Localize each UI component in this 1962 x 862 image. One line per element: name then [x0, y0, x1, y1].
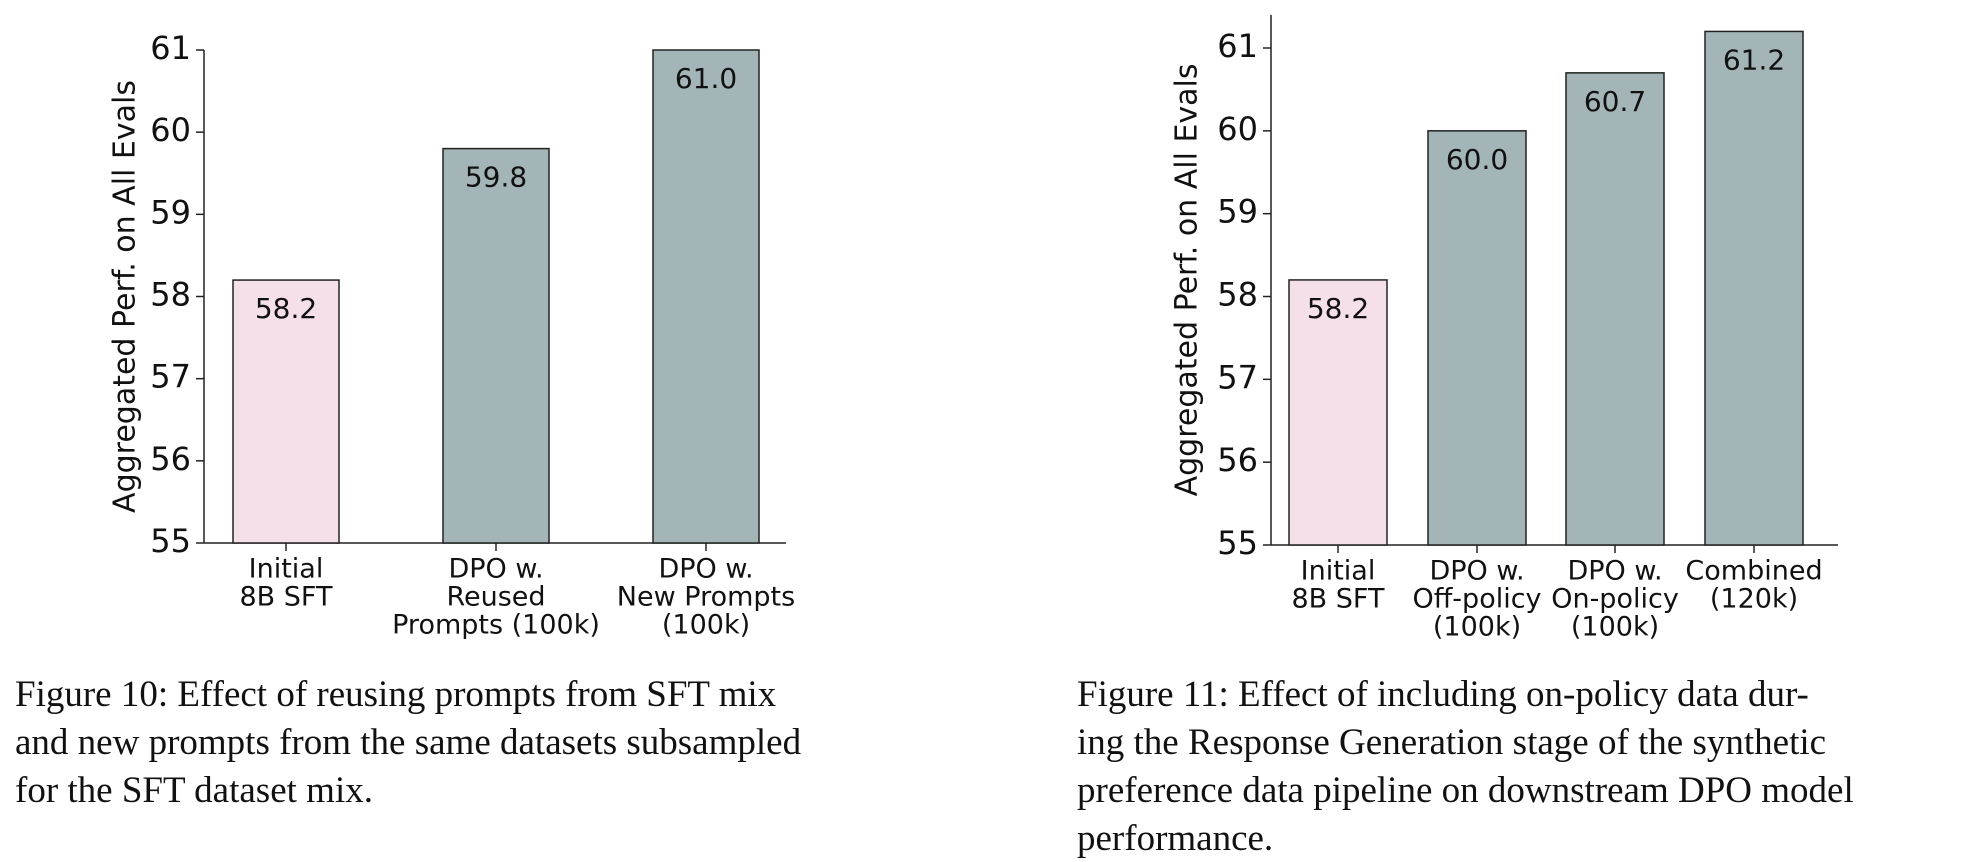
bar: [442, 147, 550, 544]
y-tick-label: 57: [1217, 358, 1258, 396]
value-label: 59.8: [465, 161, 527, 194]
y-tick-label: 60: [1217, 110, 1258, 148]
value-label: 61.0: [675, 62, 737, 95]
caption-line: Figure 11: Effect of including on-policy…: [1077, 674, 1809, 715]
caption-line: performance.: [1077, 818, 1273, 859]
caption-line: Figure 10: Effect of reusing prompts fro…: [15, 674, 777, 715]
x-tick-label: Initial: [1301, 556, 1376, 587]
y-tick-label: 55: [150, 522, 191, 560]
y-tick-label: 59: [1217, 193, 1258, 231]
x-tick-label: DPO w.: [1429, 556, 1524, 587]
y-axis-label: Aggregated Perf. on All Evals: [108, 80, 143, 513]
x-tick-label: (120k): [1710, 584, 1798, 615]
x-tick-label: (100k): [1571, 612, 1659, 643]
value-label: 60.7: [1584, 85, 1646, 118]
y-axis-label: Aggregated Perf. on All Evals: [1170, 63, 1205, 496]
y-tick-label: 61: [1217, 27, 1258, 65]
bar: [1565, 72, 1665, 546]
x-tick-label: 8B SFT: [240, 582, 333, 613]
y-tick-label: 60: [150, 111, 191, 149]
x-tick-label: Off-policy: [1412, 584, 1541, 615]
y-tick-label: 58: [150, 276, 191, 314]
y-tick-label: 56: [150, 440, 191, 478]
caption-line: preference data pipeline on downstream D…: [1077, 770, 1854, 811]
y-tick-label: 58: [1217, 276, 1258, 314]
value-label: 58.2: [255, 292, 317, 325]
caption-line: for the SFT dataset mix.: [15, 770, 373, 811]
x-tick-label: New Prompts: [617, 582, 795, 613]
y-tick-label: 59: [150, 193, 191, 231]
x-tick-label: On-policy: [1551, 584, 1679, 615]
value-label: 60.0: [1446, 143, 1508, 176]
bar: [652, 49, 760, 544]
x-tick-label: Initial: [249, 554, 324, 585]
x-tick-label: DPO w.: [448, 554, 543, 585]
x-tick-label: Reused: [446, 582, 545, 613]
x-tick-label: DPO w.: [1567, 556, 1662, 587]
value-label: 58.2: [1307, 292, 1369, 325]
caption-line: ing the Response Generation stage of the…: [1077, 722, 1826, 763]
x-tick-label: Prompts (100k): [392, 610, 600, 641]
x-tick-label: 8B SFT: [1292, 584, 1385, 615]
bar: [232, 279, 340, 544]
bar: [1288, 279, 1388, 546]
bar: [1427, 130, 1527, 546]
bar: [1704, 30, 1804, 546]
x-tick-label: Combined: [1685, 556, 1822, 587]
y-tick-label: 56: [1217, 441, 1258, 479]
y-tick-label: 61: [150, 29, 191, 67]
value-label: 61.2: [1723, 43, 1785, 76]
caption-line: and new prompts from the same datasets s…: [15, 722, 802, 763]
y-tick-label: 57: [150, 358, 191, 396]
x-tick-label: (100k): [662, 610, 750, 641]
y-tick-label: 55: [1217, 524, 1258, 562]
x-tick-label: (100k): [1433, 612, 1521, 643]
x-tick-label: DPO w.: [658, 554, 753, 585]
